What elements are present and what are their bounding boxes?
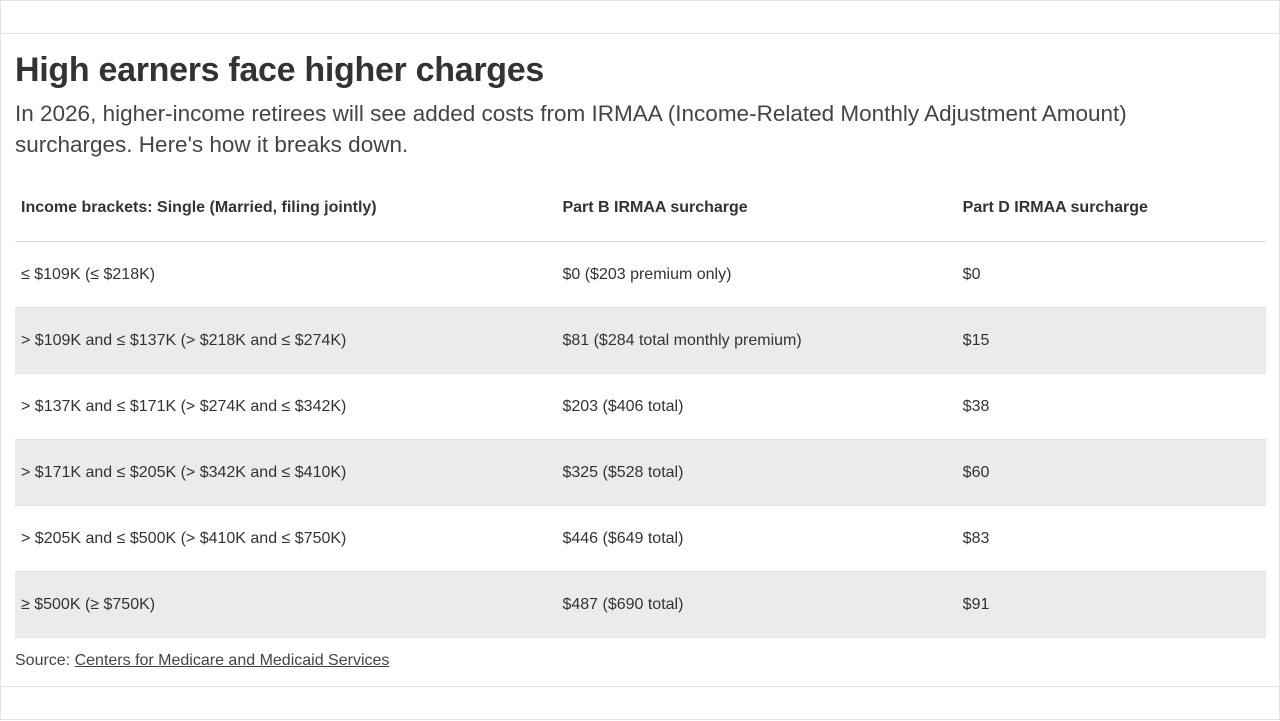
cell-part-b: $446 ($649 total): [556, 505, 957, 572]
article-graphic: High earners face higher charges In 2026…: [15, 34, 1266, 669]
table-header-row: Income brackets: Single (Married, filing…: [15, 174, 1266, 242]
irmaa-table: Income brackets: Single (Married, filing…: [15, 174, 1266, 638]
top-bar: [0, 0, 1280, 34]
page-subtitle: In 2026, higher-income retirees will see…: [15, 101, 1127, 157]
cell-income: > $171K and ≤ $205K (> $342K and ≤ $410K…: [15, 439, 557, 506]
column-header-part-b: Part B IRMAA surcharge: [556, 174, 957, 242]
table-row: > $137K and ≤ $171K (> $274K and ≤ $342K…: [15, 373, 1266, 440]
cell-part-b: $81 ($284 total monthly premium): [556, 307, 957, 374]
cell-part-d: $91: [956, 571, 1266, 638]
cell-part-d: $60: [956, 439, 1266, 506]
column-header-income: Income brackets: Single (Married, filing…: [15, 174, 557, 242]
table-row: ≤ $109K (≤ $218K) $0 ($203 premium only)…: [15, 241, 1266, 308]
source-link[interactable]: Centers for Medicare and Medicaid Servic…: [74, 652, 390, 669]
source-prefix: Source:: [15, 652, 75, 669]
cell-income: > $137K and ≤ $171K (> $274K and ≤ $342K…: [15, 373, 557, 440]
cell-part-b: $0 ($203 premium only): [556, 241, 957, 308]
source-note: Source: Centers for Medicare and Medicai…: [15, 652, 389, 670]
cell-part-d: $38: [956, 373, 1266, 440]
cell-income: ≥ $500K (≥ $750K): [15, 571, 557, 638]
cell-part-d: $83: [956, 505, 1266, 572]
cell-income: ≤ $109K (≤ $218K): [15, 241, 557, 308]
bottom-bar: [0, 686, 1280, 721]
table-row: ≥ $500K (≥ $750K) $487 ($690 total) $91: [15, 571, 1266, 638]
cell-part-b: $203 ($406 total): [556, 373, 957, 440]
table-row: > $109K and ≤ $137K (> $218K and ≤ $274K…: [15, 307, 1266, 374]
table-row: > $205K and ≤ $500K (> $410K and ≤ $750K…: [15, 505, 1266, 572]
cell-income: > $205K and ≤ $500K (> $410K and ≤ $750K…: [15, 505, 557, 572]
column-header-part-d: Part D IRMAA surcharge: [956, 174, 1266, 242]
cell-part-b: $325 ($528 total): [556, 439, 957, 506]
cell-part-d: $0: [956, 241, 1266, 308]
table-row: > $171K and ≤ $205K (> $342K and ≤ $410K…: [15, 439, 1266, 506]
cell-part-b: $487 ($690 total): [556, 571, 957, 638]
page-title: High earners face higher charges: [15, 51, 544, 89]
cell-part-d: $15: [956, 307, 1266, 374]
cell-income: > $109K and ≤ $137K (> $218K and ≤ $274K…: [15, 307, 557, 374]
